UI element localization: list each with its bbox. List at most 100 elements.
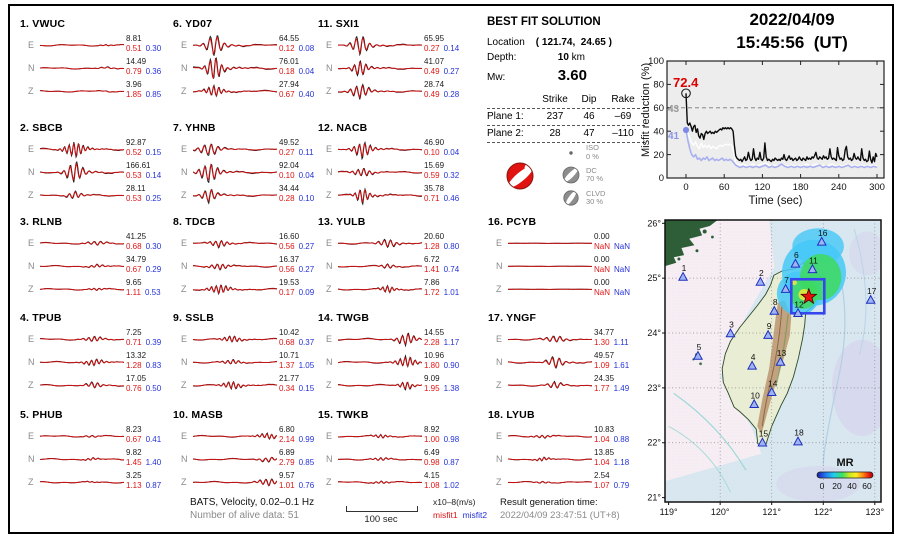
waveform-trace: N 41.07 0.49 0.27 xyxy=(318,57,470,80)
waveform-plot xyxy=(508,335,592,343)
trace-values: 0.00 NaN NaN xyxy=(594,278,642,298)
amplitude-value: 8.81 xyxy=(126,34,142,43)
colorbar-tick: 60 xyxy=(862,481,872,491)
misfit1-value: 0.34 xyxy=(279,384,295,393)
misfit1-value: 1.13 xyxy=(126,481,142,490)
map-station-number: 7 xyxy=(784,275,789,285)
waveform-trace: Z 27.94 0.67 0.40 xyxy=(173,80,325,103)
component-label: N xyxy=(326,261,333,271)
misfit2-value: 1.11 xyxy=(613,338,629,347)
result-time-value: 2022/04/09 23:47:51 (UT+8) xyxy=(500,510,620,521)
trace-values: 9.82 1.45 1.40 xyxy=(126,448,174,468)
amplitude-value: 20.60 xyxy=(424,232,445,241)
misfit2-value: 0.27 xyxy=(298,265,315,274)
svg-text:300: 300 xyxy=(869,182,885,193)
misfit1-value: 1.77 xyxy=(594,384,610,393)
map-lat-tick: 25° xyxy=(647,273,661,283)
station-header: 4. TPUB xyxy=(20,312,62,324)
misfit2-value: 0.04 xyxy=(443,148,460,157)
dc-row: DC 70 % xyxy=(560,165,605,185)
amplitude-value: 13.32 xyxy=(126,351,147,360)
trace-values: 6.72 1.41 0.74 xyxy=(424,255,472,275)
amplitude-value: 41.25 xyxy=(126,232,147,241)
misfit1-value: 0.27 xyxy=(279,148,295,157)
waveform-plot xyxy=(338,480,422,484)
waveform-trace: E 8.81 0.51 0.30 xyxy=(20,34,172,57)
misfit1-value: NaN xyxy=(594,265,611,274)
misfit1-value: 1.45 xyxy=(126,458,142,467)
waveform-plot xyxy=(193,478,277,487)
waveform-trace: N 0.00 NaN NaN xyxy=(488,255,640,278)
station-header: 16. PCYB xyxy=(488,216,537,228)
trace-values: 8.81 0.51 0.30 xyxy=(126,34,174,54)
misfit2-value: 0.14 xyxy=(443,44,460,53)
misfit1-value: 0.52 xyxy=(126,148,142,157)
trace-values: 92.87 0.52 0.15 xyxy=(126,138,174,158)
map-lat-tick: 22° xyxy=(647,438,661,448)
map-station-triangle-icon xyxy=(749,398,760,409)
amplitude-value: 0.00 xyxy=(594,255,610,264)
component-label: N xyxy=(28,454,35,464)
component-label: E xyxy=(326,238,333,248)
waveform-plot xyxy=(508,356,592,369)
waveform-plot xyxy=(193,84,277,98)
epicenter-selection-box xyxy=(790,277,826,315)
map-station-number: 6 xyxy=(794,250,799,260)
waveform-plot xyxy=(193,456,277,463)
plane2-row: Plane 2: 28 47 –110 xyxy=(487,126,645,143)
misfit2-value: 0.41 xyxy=(145,435,162,444)
component-label: E xyxy=(326,431,333,441)
waveform-plot xyxy=(193,284,277,296)
misfit2-value: 0.28 xyxy=(443,90,460,99)
amplitude-value: 9.57 xyxy=(279,471,295,480)
amplitude-value: 76.01 xyxy=(279,57,300,66)
epicenter-star-icon xyxy=(800,287,818,305)
amplitude-value: 10.96 xyxy=(424,351,445,360)
misfit2-value: 1.18 xyxy=(613,458,630,467)
map-station-triangle-icon xyxy=(725,328,736,338)
waveform-plot xyxy=(508,380,592,389)
trace-values: 8.23 0.67 0.41 xyxy=(126,425,174,445)
station-header: 1. VWUC xyxy=(20,18,66,30)
component-label: N xyxy=(326,357,333,367)
amplitude-value: 64.55 xyxy=(279,34,300,43)
clvd-beachball-icon xyxy=(560,189,582,207)
component-label: N xyxy=(181,454,188,464)
station-block-VWUC: 1. VWUC E 8.81 0.51 0.30 N 14.49 0.79 0.36 Z 3.96 1… xyxy=(20,18,172,103)
svg-text:60: 60 xyxy=(653,103,664,114)
misfit2-value: 0.79 xyxy=(613,481,630,490)
station-header: 13. YULB xyxy=(318,216,366,228)
amplitude-value: 3.96 xyxy=(126,80,142,89)
nodal-plane-table: Strike Dip Rake Plane 1: 237 46 –69 Plan… xyxy=(487,92,645,143)
misfit2-value: 0.30 xyxy=(145,242,162,251)
station-header: 17. YNGF xyxy=(488,312,537,324)
map-station-number: 5 xyxy=(697,342,702,352)
best-fit-title: BEST FIT SOLUTION xyxy=(487,16,601,28)
misfit1-value: 2.79 xyxy=(279,458,295,467)
misfit2-value: 0.50 xyxy=(145,384,162,393)
station-header: 14. TWGB xyxy=(318,312,370,324)
trace-values: 10.71 1.37 1.05 xyxy=(279,351,327,371)
amplitude-units-label: x10–8(m/s) xyxy=(433,497,476,507)
misfit2-value: 0.04 xyxy=(298,171,315,180)
misfit2-value: NaN xyxy=(614,288,631,297)
component-label: E xyxy=(28,40,35,50)
map-lon-tick: 121° xyxy=(762,507,781,517)
component-label: E xyxy=(326,144,333,154)
waveform-trace: Z 28.11 0.53 0.25 xyxy=(20,184,172,207)
component-label: Z xyxy=(326,477,332,487)
component-label: E xyxy=(496,431,503,441)
misfit2-value: NaN xyxy=(614,242,631,251)
trace-values: 15.69 0.59 0.32 xyxy=(424,161,472,181)
dc-beachball-icon xyxy=(560,165,582,185)
misfit2-value: 1.49 xyxy=(613,384,630,393)
misfit2-value: 0.99 xyxy=(298,435,315,444)
trace-values: 65.95 0.27 0.14 xyxy=(424,34,472,54)
waveform-plot xyxy=(40,161,124,183)
amplitude-value: 13.85 xyxy=(594,448,615,457)
waveform-trace: N 13.32 1.28 0.83 xyxy=(20,351,172,374)
waveform-trace: Z 0.00 NaN NaN xyxy=(488,278,640,301)
component-label: Z xyxy=(28,380,34,390)
amplitude-value: 6.80 xyxy=(279,425,295,434)
amplitude-value: 6.49 xyxy=(424,448,440,457)
